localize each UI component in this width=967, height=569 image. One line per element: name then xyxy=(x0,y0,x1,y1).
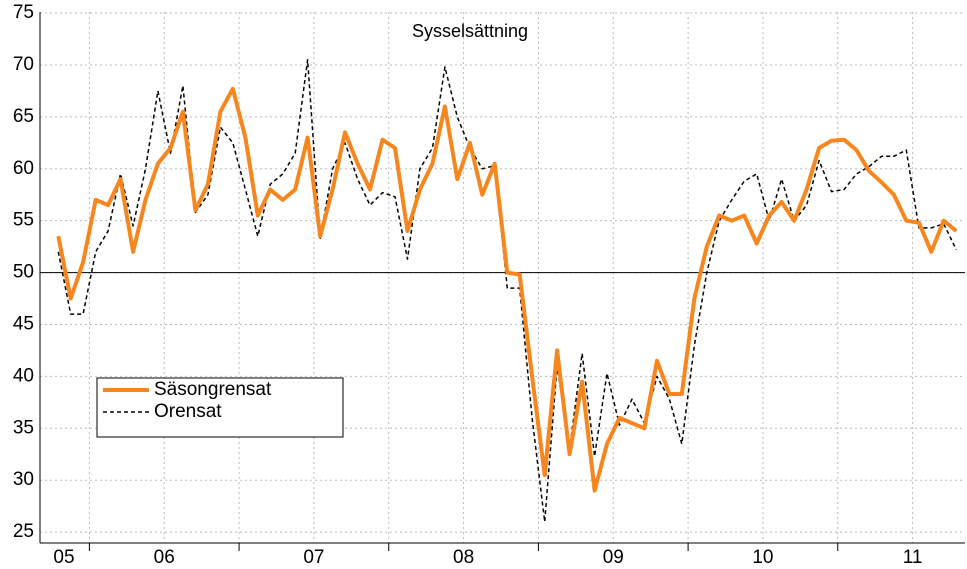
y-tick-label: 75 xyxy=(13,2,34,23)
y-tick-label: 45 xyxy=(13,313,34,334)
x-tick-label: 06 xyxy=(154,547,175,568)
x-tick-label: 11 xyxy=(903,547,923,568)
y-tick-label: 55 xyxy=(13,210,34,231)
legend-label: Orensat xyxy=(154,401,222,422)
legend-box xyxy=(96,377,344,438)
x-tick-label: 09 xyxy=(603,547,624,568)
series-line xyxy=(57,59,957,523)
x-tick-label: 08 xyxy=(453,547,474,568)
y-tick-label: 70 xyxy=(13,54,34,75)
y-tick-label: 40 xyxy=(13,365,34,386)
y-tick-label: 50 xyxy=(13,262,34,283)
y-tick-label: 60 xyxy=(13,158,34,179)
x-tick-label: 05 xyxy=(53,547,74,568)
chart-title: Sysselsättning xyxy=(412,21,528,41)
x-tick-label: 07 xyxy=(303,547,324,568)
y-tick-label: 30 xyxy=(13,469,34,490)
y-tick-label: 35 xyxy=(13,417,34,438)
y-tick-label: 25 xyxy=(13,521,34,542)
x-tick-label: 10 xyxy=(752,547,773,568)
y-tick-label: 65 xyxy=(13,106,34,127)
series-line xyxy=(56,86,958,493)
legend-label: Säsongrensat xyxy=(154,379,272,400)
